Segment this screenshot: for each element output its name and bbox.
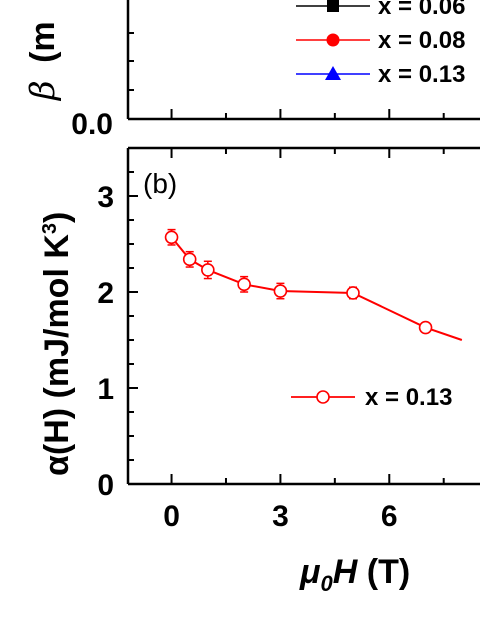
x-tick-label: 0 <box>163 500 180 533</box>
xlabel-sub: 0 <box>321 571 334 596</box>
xlabel-h: H <box>333 553 359 591</box>
legend-label-x006: x = 0.06 <box>378 0 465 20</box>
panel-a-y-tick-label: 0.0 <box>71 108 113 141</box>
x-tick-label: 6 <box>381 500 398 533</box>
panel-a-ylabel-symbol: β <box>23 80 63 102</box>
panel-label-b: (b) <box>143 168 177 199</box>
series-line <box>170 236 463 341</box>
legend-label-x013a: x = 0.13 <box>378 61 465 88</box>
data-point <box>201 263 215 277</box>
panel-a-y-axis-title: β (m <box>23 21 63 102</box>
panel-b-legend: x = 0.13 <box>291 384 452 411</box>
panel-a-legend: x = 0.06 x = 0.08 x = 0.13 <box>296 0 465 88</box>
data-point <box>273 284 288 298</box>
panel-b-tick-labels: 0 1 2 3 0 3 6 <box>97 181 397 533</box>
panel-a-y-ticks <box>128 32 134 91</box>
ylabel-sup: 3 <box>39 223 61 234</box>
y-tick-label: 3 <box>97 181 114 214</box>
data-point <box>418 320 433 335</box>
panel-a-ylabel-fragment: (m <box>24 21 62 63</box>
x-tick-label: 3 <box>272 500 289 533</box>
panel-a: 0.0 β (m x = 0.06 x = 0.08 x = 0.13 <box>23 0 480 141</box>
panel-b-series <box>164 228 463 341</box>
ylabel-main: α(H) (mJ/mol K <box>38 234 76 476</box>
legend-marker-square <box>327 0 339 12</box>
data-point <box>182 252 197 267</box>
panel-b-x-axis-title: μ0H (T) <box>299 553 410 596</box>
y-tick-label: 0 <box>97 469 114 502</box>
y-tick-label: 1 <box>97 373 114 406</box>
y-tick-label: 2 <box>97 277 114 310</box>
legend-label-x008: x = 0.08 <box>378 27 465 54</box>
ylabel-close: ) <box>38 212 76 223</box>
legend-marker-triangle <box>325 66 341 80</box>
panel-a-x-ticks <box>170 109 445 119</box>
legend-marker-open-circle <box>316 390 330 404</box>
data-point <box>237 277 251 292</box>
legend-label-x013: x = 0.13 <box>365 384 452 411</box>
data-point <box>346 286 360 300</box>
xlabel-mu: μ <box>299 553 321 591</box>
legend-marker-circle <box>326 33 340 47</box>
xlabel-unit: (T) <box>357 553 410 591</box>
data-point <box>164 230 179 245</box>
panel-b-y-axis-title: α(H) (mJ/mol K3) <box>38 212 76 476</box>
panel-b-ticks <box>128 147 445 485</box>
